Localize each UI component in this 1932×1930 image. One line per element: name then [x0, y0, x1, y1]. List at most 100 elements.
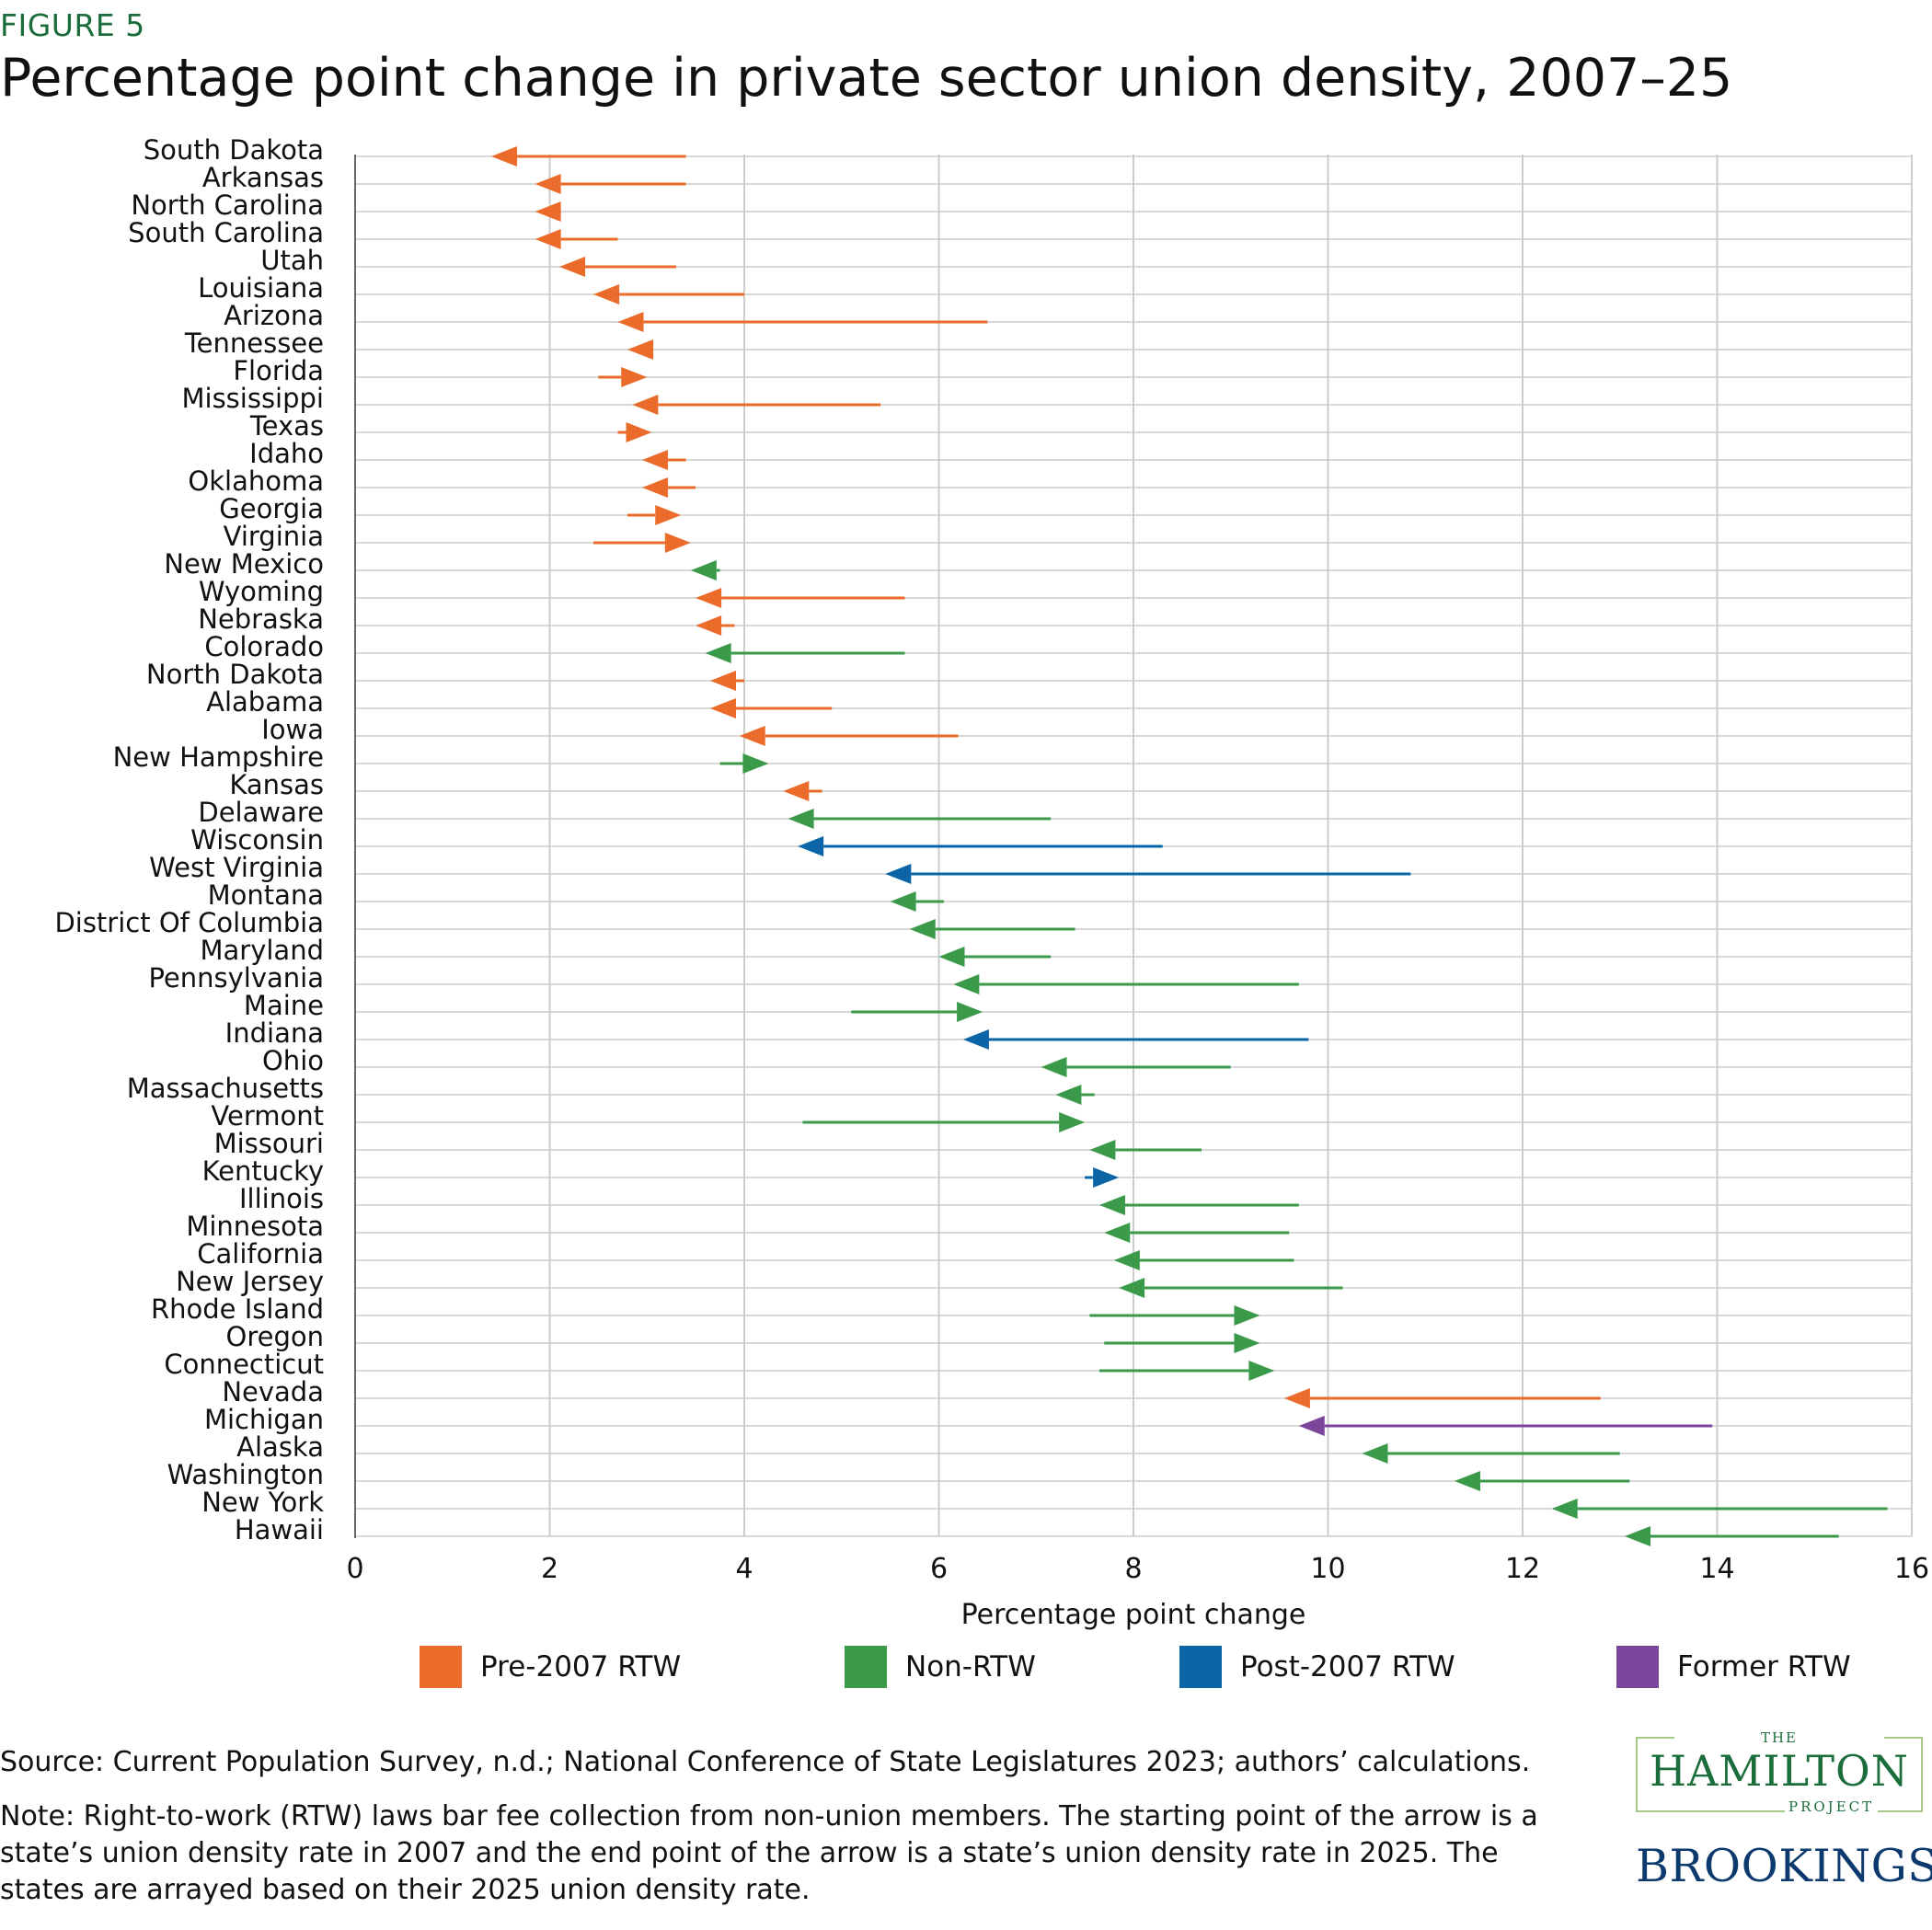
state-label: Missouri — [214, 1128, 324, 1159]
arrow-head — [641, 450, 668, 470]
arrow-head — [632, 395, 659, 415]
arrow-head — [1362, 1443, 1388, 1464]
hamilton-logo-name: HAMILTON — [1649, 1746, 1910, 1796]
state-label: New Hampshire — [113, 741, 324, 773]
x-tick-label: 12 — [1505, 1553, 1540, 1585]
arrow-head — [1234, 1333, 1260, 1353]
arrow-head — [788, 809, 814, 829]
state-label: Maine — [244, 990, 324, 1021]
arrow-head — [953, 974, 980, 994]
state-label: Arizona — [224, 300, 324, 331]
state-label: Wyoming — [199, 576, 324, 607]
arrow-head — [798, 836, 824, 856]
x-axis-title: Percentage point change — [961, 1599, 1306, 1631]
state-label: Ohio — [262, 1045, 324, 1076]
arrow-head — [664, 533, 691, 553]
legend-item: Post-2007 RTW — [1179, 1645, 1455, 1689]
hamilton-logo-the: THE — [1674, 1729, 1884, 1746]
footnote: Note: Right-to-work (RTW) laws bar fee c… — [0, 1800, 1538, 1906]
arrow-head — [626, 422, 652, 442]
state-label: Hawaii — [235, 1514, 324, 1545]
arrow-head — [1113, 1250, 1140, 1270]
arrow-head — [1248, 1361, 1275, 1381]
legend-label: Pre-2007 RTW — [480, 1650, 682, 1683]
state-label: Iowa — [261, 714, 324, 745]
state-label: Tennessee — [184, 327, 324, 359]
x-tick-label: 16 — [1894, 1553, 1929, 1585]
x-tick-label: 2 — [541, 1553, 558, 1585]
arrow-head — [783, 781, 810, 801]
arrow-head — [535, 229, 561, 249]
state-label: Idaho — [249, 438, 324, 469]
legend-swatch — [845, 1646, 887, 1688]
state-label: New Jersey — [176, 1266, 324, 1297]
brookings-logo: BROOKINGS — [1636, 1840, 1932, 1892]
legend-label: Non-RTW — [905, 1650, 1036, 1683]
arrow-head — [962, 1029, 989, 1050]
state-label: Alaska — [236, 1431, 324, 1463]
arrow-head — [1055, 1085, 1082, 1105]
state-label: Connecticut — [164, 1349, 324, 1380]
legend-swatch — [1616, 1646, 1659, 1688]
state-label: Delaware — [198, 797, 324, 828]
source-note: Source: Current Population Survey, n.d.;… — [0, 1746, 1531, 1778]
arrow-head — [627, 339, 654, 360]
state-label: Texas — [249, 410, 324, 442]
state-label: Arkansas — [202, 162, 324, 193]
state-label: Nebraska — [198, 603, 324, 635]
arrow-head — [739, 726, 765, 746]
arrow-head — [491, 146, 518, 167]
state-label: South Dakota — [144, 134, 324, 166]
state-label: North Carolina — [131, 190, 324, 221]
arrow-head — [535, 201, 561, 222]
state-label: Florida — [233, 355, 324, 386]
arrow-head — [1454, 1471, 1480, 1491]
arrow-head — [938, 947, 965, 967]
state-label: Colorado — [204, 631, 324, 662]
state-label: Vermont — [211, 1100, 324, 1132]
state-label: Mississippi — [181, 383, 324, 414]
arrow-head — [535, 174, 561, 194]
legend-item: Pre-2007 RTW — [420, 1645, 681, 1689]
arrow-head — [705, 643, 731, 663]
legend-label: Post-2007 RTW — [1240, 1650, 1455, 1683]
x-tick-label: 4 — [735, 1553, 753, 1585]
arrow-head — [1093, 1167, 1120, 1188]
arrow-head — [1283, 1388, 1310, 1408]
state-label: West Virginia — [149, 852, 324, 883]
state-label: District Of Columbia — [54, 907, 324, 938]
state-label: Indiana — [225, 1017, 324, 1049]
arrow-head — [1041, 1057, 1067, 1077]
state-label: Georgia — [219, 493, 324, 524]
arrow-head — [1119, 1278, 1145, 1298]
x-tick-label: 6 — [930, 1553, 948, 1585]
state-label: Minnesota — [186, 1211, 324, 1242]
state-label: California — [197, 1238, 324, 1269]
arrow-head — [617, 312, 644, 332]
legend-swatch — [420, 1646, 462, 1688]
arrow-head — [655, 505, 682, 525]
state-label: Alabama — [206, 686, 324, 718]
state-label: Virginia — [224, 521, 324, 552]
arrow-head — [709, 671, 736, 691]
state-label: North Dakota — [146, 659, 324, 690]
state-label: Pennsylvania — [148, 962, 324, 994]
state-label: Oregon — [226, 1321, 324, 1352]
x-tick-label: 10 — [1310, 1553, 1345, 1585]
arrow-head — [690, 560, 717, 580]
arrow-head — [742, 753, 769, 774]
state-label: New Mexico — [164, 548, 324, 580]
figure-label: FIGURE 5 — [0, 7, 145, 43]
arrow-head — [1059, 1112, 1086, 1132]
arrow-head — [1551, 1499, 1578, 1519]
arrow-head — [709, 698, 736, 718]
arrow-head — [696, 615, 722, 636]
chart-title: Percentage point change in private secto… — [0, 48, 1733, 109]
state-label: Maryland — [201, 935, 325, 966]
arrow-head — [559, 257, 586, 277]
arrow-head — [885, 864, 912, 884]
arrow-head — [696, 588, 722, 608]
arrow-head — [641, 477, 668, 498]
state-label: Illinois — [239, 1183, 324, 1214]
state-label: New York — [201, 1487, 324, 1518]
